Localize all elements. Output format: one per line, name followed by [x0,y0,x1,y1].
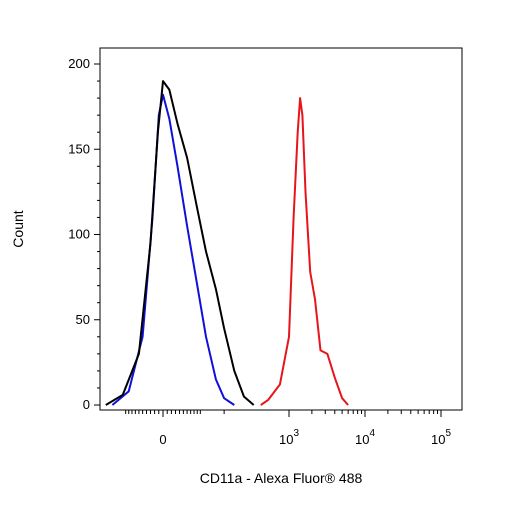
x-tick-exponent: 5 [445,428,451,439]
x-tick-label: 105 [431,428,451,447]
x-axis: 0 103 104 105 [125,410,451,447]
x-tick-base: 10 [431,432,445,447]
x-tick-base: 0 [159,432,166,447]
x-tick-base: 10 [279,432,293,447]
x-tick-label: 104 [355,428,375,447]
y-tick-label: 50 [76,312,90,327]
x-axis-label: CD11a - Alexa Fluor® 488 [200,470,363,486]
series-line-0 [111,93,235,406]
y-axis-label: Count [10,210,26,247]
series-line-2 [260,97,349,406]
y-tick-label: 150 [68,141,90,156]
x-tick-exponent: 4 [369,428,375,439]
x-tick-exponent: 3 [293,428,299,439]
y-tick-label: 0 [83,397,90,412]
series-group [105,80,349,406]
y-axis: 0 50 100 150 200 [68,56,100,412]
y-tick-label: 200 [68,56,90,71]
x-tick-label: 103 [279,428,299,447]
x-tick-base: 10 [355,432,369,447]
plot-frame [99,47,463,411]
y-tick-label: 100 [68,227,90,242]
series-line-1 [105,80,255,406]
x-tick-label: 0 [159,432,166,447]
